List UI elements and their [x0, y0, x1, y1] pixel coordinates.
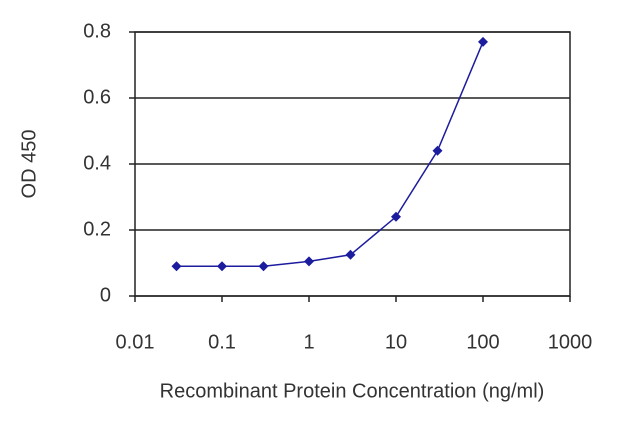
data-point [217, 261, 227, 272]
data-point [391, 211, 401, 222]
x-tick-label: 10 [385, 331, 407, 353]
x-tick-label: 1 [303, 331, 314, 353]
y-tick-label: 0.8 [83, 20, 111, 42]
y-tick-label: 0.4 [83, 152, 111, 174]
x-tick-label: 1000 [548, 331, 593, 353]
data-point [304, 256, 314, 267]
data-point [478, 36, 488, 47]
x-tick-label: 0.01 [116, 331, 155, 353]
data-line [176, 41, 484, 268]
data-point [345, 249, 356, 260]
data-point [171, 261, 182, 272]
x-tick-label: 100 [466, 331, 499, 353]
y-tick-label: 0.6 [83, 86, 111, 108]
data-point [432, 145, 443, 156]
x-axis-label: Recombinant Protein Concentration (ng/ml… [160, 380, 545, 402]
x-tick-label: 0.1 [208, 331, 236, 353]
y-axis-label: OD 450 [18, 130, 40, 199]
data-point [258, 261, 269, 272]
y-tick-label: 0 [100, 284, 111, 306]
y-tick-label: 0.2 [83, 218, 111, 240]
